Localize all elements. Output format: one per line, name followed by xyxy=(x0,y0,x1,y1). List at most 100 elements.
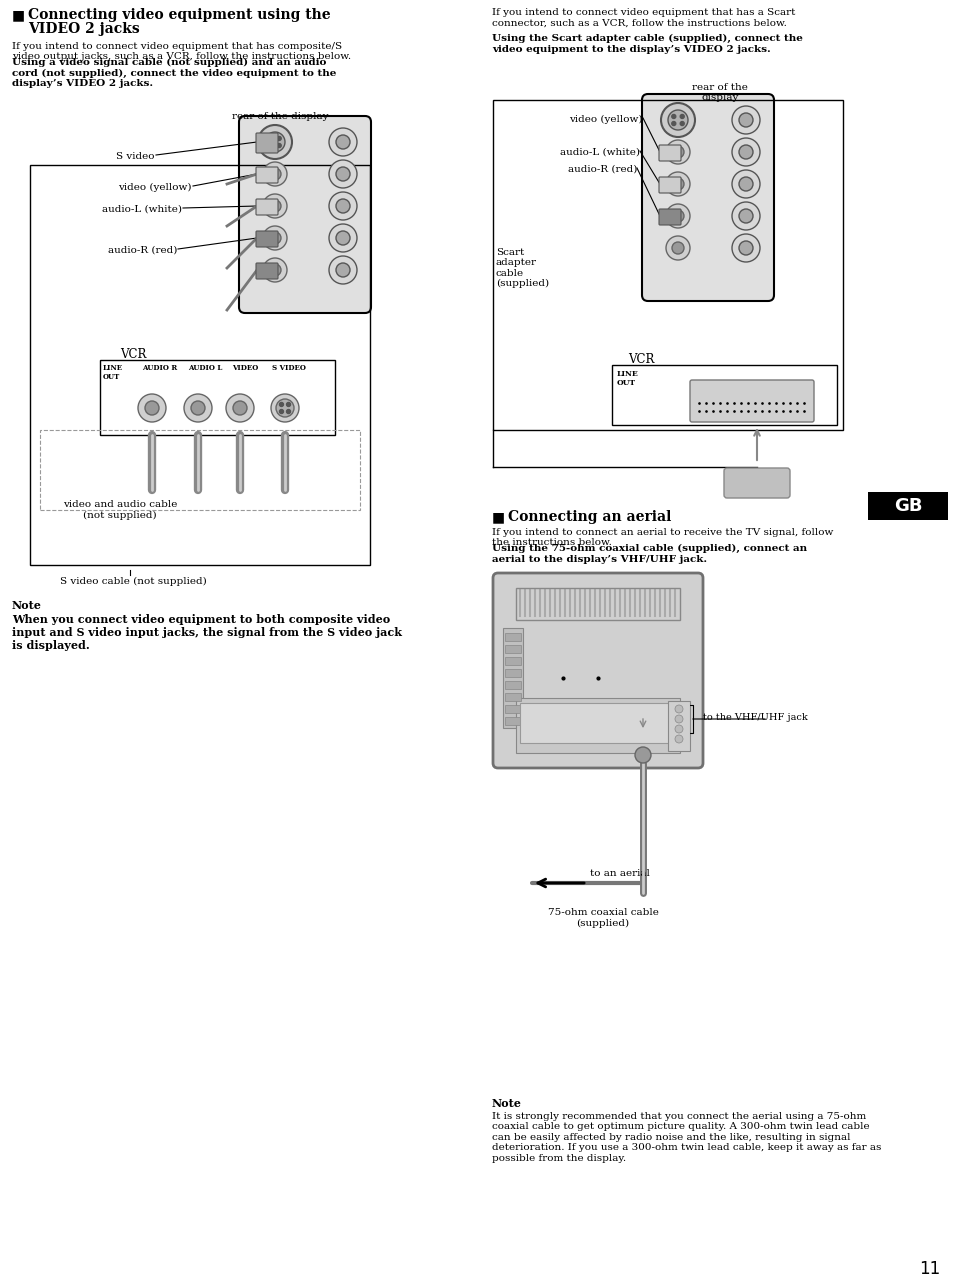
Bar xyxy=(40,431,360,510)
Text: Scart
adapter
cable
(supplied): Scart adapter cable (supplied) xyxy=(496,248,549,288)
Circle shape xyxy=(277,144,281,148)
Text: video and audio cable
(not supplied): video and audio cable (not supplied) xyxy=(62,499,178,520)
Text: rear of the display: rear of the display xyxy=(231,112,328,121)
Bar xyxy=(493,99,843,431)
Circle shape xyxy=(675,705,683,713)
Circle shape xyxy=(666,204,690,228)
Circle shape xyxy=(329,127,357,155)
Circle shape xyxy=(286,409,291,414)
Text: If you intend to connect video equipment that has a Scart
connector, such as a V: If you intend to connect video equipment… xyxy=(492,8,796,28)
Bar xyxy=(100,361,335,434)
Text: Using the 75-ohm coaxial cable (supplied), connect an
aerial to the display’s VH: Using the 75-ohm coaxial cable (supplied… xyxy=(492,544,807,563)
Text: LINE
OUT: LINE OUT xyxy=(617,369,638,387)
Circle shape xyxy=(329,224,357,252)
Circle shape xyxy=(739,209,753,223)
FancyBboxPatch shape xyxy=(642,94,774,301)
Circle shape xyxy=(336,135,350,149)
Circle shape xyxy=(732,106,760,134)
Circle shape xyxy=(271,394,299,422)
Circle shape xyxy=(329,192,357,220)
Text: Note: Note xyxy=(12,600,42,612)
Bar xyxy=(503,628,523,727)
FancyBboxPatch shape xyxy=(493,573,703,768)
Text: S video cable (not supplied): S video cable (not supplied) xyxy=(60,577,206,586)
Bar xyxy=(505,645,521,654)
Text: Connecting an aerial: Connecting an aerial xyxy=(508,510,671,524)
FancyBboxPatch shape xyxy=(256,132,278,153)
Bar xyxy=(868,492,948,520)
Bar xyxy=(612,364,837,426)
Text: LINE
OUT: LINE OUT xyxy=(103,364,123,381)
Text: audio-R (red): audio-R (red) xyxy=(108,246,177,255)
Text: to the VHF/UHF jack: to the VHF/UHF jack xyxy=(703,713,807,722)
Bar xyxy=(30,166,370,564)
Text: Note: Note xyxy=(492,1098,522,1108)
Circle shape xyxy=(269,136,273,140)
FancyBboxPatch shape xyxy=(239,116,371,313)
Text: audio-R (red): audio-R (red) xyxy=(567,166,637,175)
Text: ■: ■ xyxy=(492,510,505,524)
Circle shape xyxy=(732,169,760,197)
FancyBboxPatch shape xyxy=(256,199,278,215)
Text: AUDIO L: AUDIO L xyxy=(188,364,223,372)
Circle shape xyxy=(661,103,695,138)
Circle shape xyxy=(336,262,350,276)
Circle shape xyxy=(263,259,287,282)
FancyBboxPatch shape xyxy=(256,231,278,247)
Text: If you intend to connect an aerial to receive the TV signal, follow
the instruct: If you intend to connect an aerial to re… xyxy=(492,527,833,548)
Bar xyxy=(505,657,521,665)
Text: video (yellow): video (yellow) xyxy=(118,183,192,192)
FancyBboxPatch shape xyxy=(256,262,278,279)
Circle shape xyxy=(675,715,683,724)
Text: If you intend to connect video equipment that has composite/S
video output jacks: If you intend to connect video equipment… xyxy=(12,42,351,61)
Circle shape xyxy=(138,394,166,422)
Bar xyxy=(505,682,521,689)
Text: VIDEO 2 jacks: VIDEO 2 jacks xyxy=(28,22,140,36)
Bar xyxy=(505,717,521,725)
Circle shape xyxy=(276,399,294,417)
Circle shape xyxy=(263,194,287,218)
Circle shape xyxy=(226,394,254,422)
Circle shape xyxy=(233,401,247,415)
Bar xyxy=(505,693,521,701)
FancyBboxPatch shape xyxy=(659,209,681,225)
Circle shape xyxy=(286,403,291,406)
Text: ■: ■ xyxy=(12,8,25,22)
Circle shape xyxy=(279,409,283,414)
Circle shape xyxy=(184,394,212,422)
Text: VCR: VCR xyxy=(120,348,146,361)
Circle shape xyxy=(269,168,281,180)
Text: It is strongly recommended that you connect the aerial using a 75-ohm
coaxial ca: It is strongly recommended that you conn… xyxy=(492,1112,881,1163)
Text: 75-ohm coaxial cable
(supplied): 75-ohm coaxial cable (supplied) xyxy=(547,908,659,927)
Circle shape xyxy=(336,167,350,181)
Circle shape xyxy=(672,242,684,254)
Circle shape xyxy=(732,138,760,166)
Circle shape xyxy=(672,121,676,126)
Text: rear of the
display: rear of the display xyxy=(692,83,748,102)
Text: Using a video signal cable (not supplied) and an audio
cord (not supplied), conn: Using a video signal cable (not supplied… xyxy=(12,59,336,88)
Text: GB: GB xyxy=(894,497,923,515)
Circle shape xyxy=(739,241,753,255)
Circle shape xyxy=(191,401,205,415)
Circle shape xyxy=(666,172,690,196)
Text: audio-L (white): audio-L (white) xyxy=(102,205,182,214)
Circle shape xyxy=(672,178,684,190)
Circle shape xyxy=(258,125,292,159)
Circle shape xyxy=(263,225,287,250)
Text: S video: S video xyxy=(116,152,155,161)
Bar xyxy=(516,589,680,620)
Circle shape xyxy=(675,735,683,743)
Circle shape xyxy=(329,256,357,284)
Text: AUDIO R: AUDIO R xyxy=(142,364,178,372)
Circle shape xyxy=(732,203,760,231)
FancyBboxPatch shape xyxy=(659,177,681,192)
Circle shape xyxy=(635,747,651,763)
Bar xyxy=(505,705,521,713)
Circle shape xyxy=(666,140,690,164)
Circle shape xyxy=(739,177,753,191)
Circle shape xyxy=(681,115,684,118)
Circle shape xyxy=(336,231,350,245)
FancyBboxPatch shape xyxy=(690,380,814,422)
Circle shape xyxy=(732,234,760,262)
Text: to an aerial: to an aerial xyxy=(590,869,650,878)
